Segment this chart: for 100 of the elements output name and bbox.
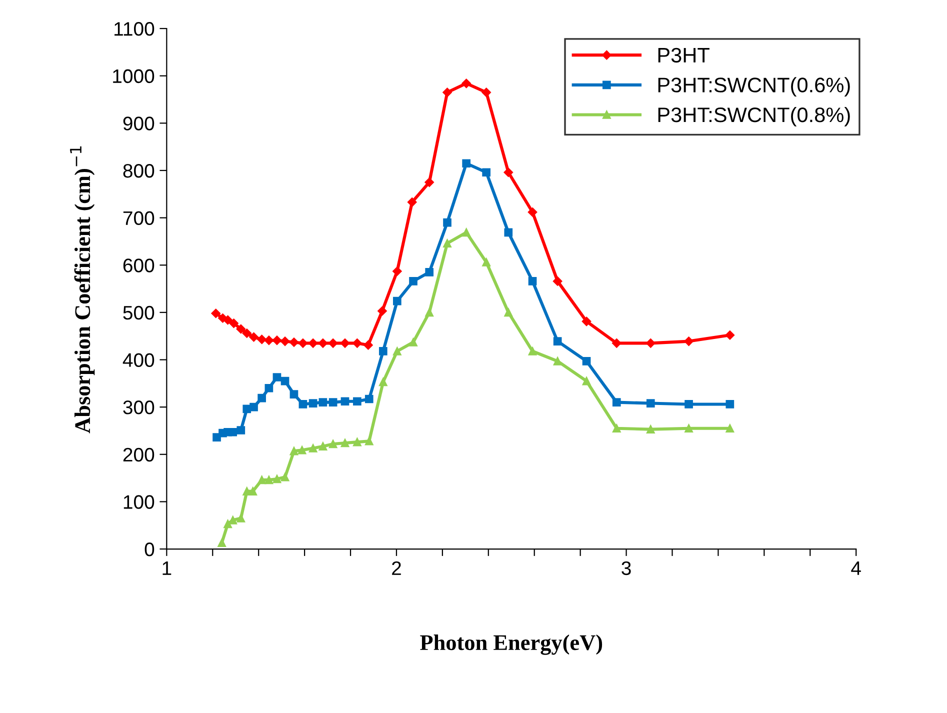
point [264,336,274,345]
point [272,474,282,484]
point [725,330,735,340]
point [257,334,266,344]
y-axis-title: Absorption Coefficient (cm)$^{−1}$ [70,146,95,434]
y-tick-label: 900 [123,116,154,130]
point [308,444,318,452]
point [582,356,591,366]
point [224,520,232,528]
y-tick-label: 1000 [113,69,154,84]
point [340,397,350,406]
point [582,376,591,386]
point [646,338,656,348]
point [280,336,290,346]
point [442,88,452,98]
point [553,356,562,366]
point [504,308,513,317]
point [528,277,537,286]
point [328,338,338,348]
point [528,207,538,217]
point [528,347,537,356]
point [612,398,621,406]
y-tick-label: 400 [122,353,154,367]
point [646,399,655,408]
x-tick-label: 1 [162,562,172,575]
point [211,308,220,318]
point [258,476,266,484]
point [328,440,338,448]
y-tick-label: 200 [123,448,154,462]
legend-label: P3HT:SWCNT(0.6%) [658,77,850,97]
point [289,338,299,347]
y-tick-label: 0 [144,542,154,556]
point [443,239,452,248]
x-tick-label: 4 [851,562,861,575]
y-tick-label: 700 [123,211,154,226]
point [298,446,306,454]
point [250,402,258,412]
point [290,390,298,398]
point [236,514,246,522]
point [318,338,328,348]
point [462,228,471,237]
point [280,472,290,482]
y-tick-label: 800 [123,164,154,178]
point [340,338,350,348]
point [425,308,434,317]
point [425,268,434,276]
point [340,438,350,448]
point [318,398,328,406]
point [482,258,490,266]
point [424,178,434,187]
point [378,306,387,316]
point [482,88,491,98]
point [308,399,318,408]
point [726,400,734,408]
point [684,400,693,408]
point [353,397,362,406]
point [272,336,282,345]
point [364,340,373,350]
point [504,168,514,177]
point [298,338,308,348]
point [229,318,238,328]
point [378,378,388,386]
point [393,296,402,306]
point [258,394,266,402]
point [409,338,418,346]
point [364,436,374,446]
point [393,347,402,356]
point [353,438,362,446]
point [290,446,298,456]
point [272,373,282,382]
point [409,277,418,286]
y-tick-label: 500 [123,306,154,320]
point [553,337,562,346]
point [236,324,246,334]
point [378,347,388,356]
point [218,538,226,548]
point [462,159,471,168]
x-tick-label: 2 [392,561,401,575]
y-tick-label: 1100 [114,22,154,36]
point [280,376,290,386]
point [646,425,655,434]
point [264,476,274,484]
point [264,384,274,392]
point [328,398,338,406]
x-axis-title: Photon Energy(eV) [420,634,602,655]
point [684,424,693,433]
point [443,218,452,227]
point [482,168,490,177]
y-tick-label: 600 [123,258,154,272]
point [684,336,694,346]
point [298,400,308,408]
y-tick-label: 300 [123,400,154,414]
point [318,442,328,450]
point [308,338,318,348]
point [364,394,374,404]
point [249,332,258,342]
point [552,276,562,286]
point [228,428,238,436]
point [392,266,402,276]
legend-label: P3HT:SWCNT(0.8%) [658,106,850,126]
